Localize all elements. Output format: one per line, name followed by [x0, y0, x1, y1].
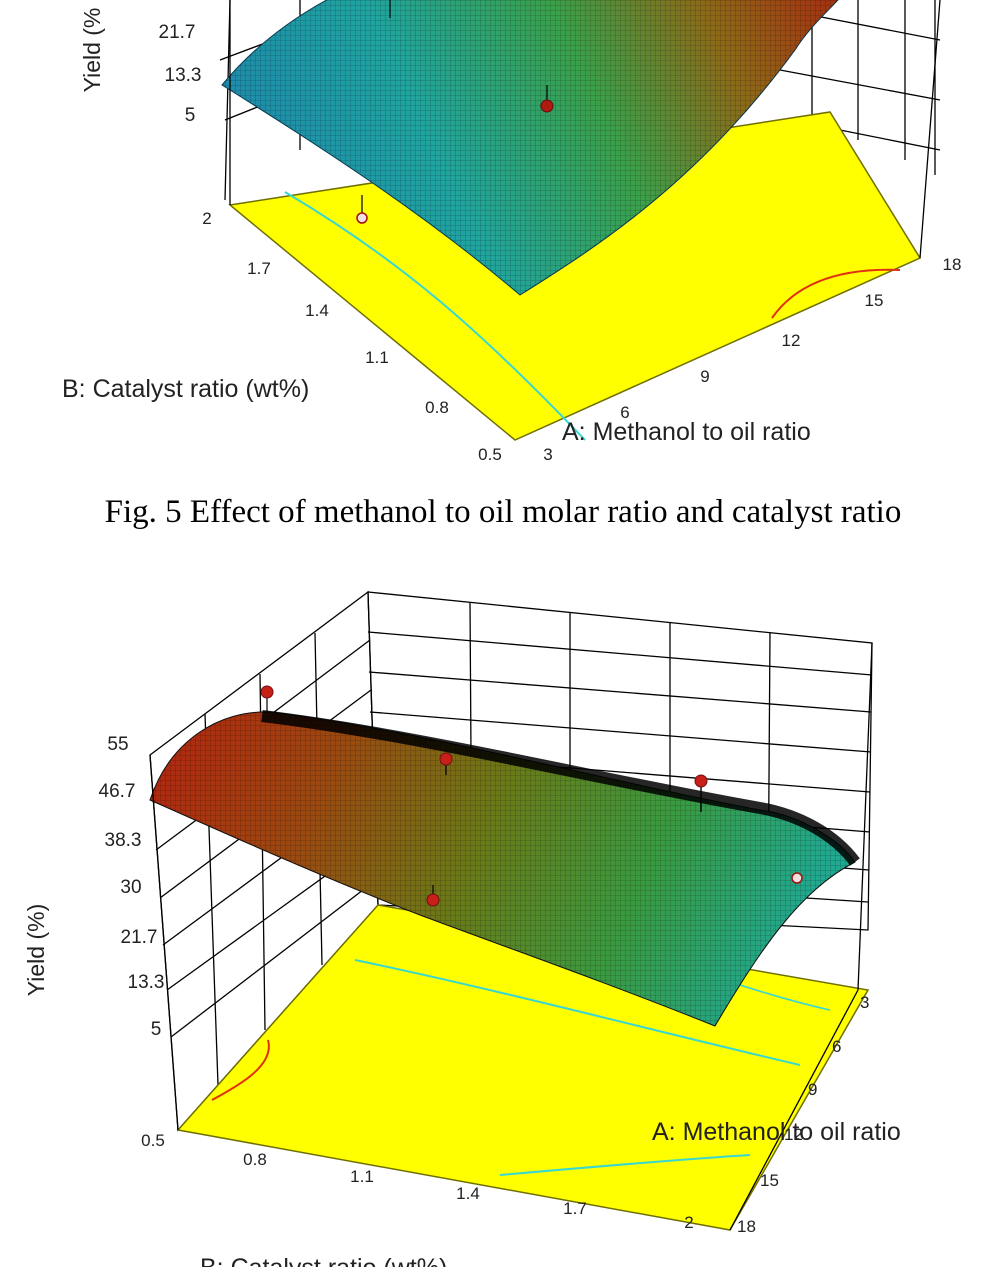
figure-caption: Fig. 5 Effect of methanol to oil molar r…	[104, 494, 902, 530]
fig6-z-tick: 13.3	[128, 972, 165, 993]
fig5-y-ticks: 0.5 0.8 1.1 1.4 1.7 2	[202, 209, 502, 464]
fig6-contour-red	[211, 1039, 270, 1101]
fig6-z-tick: 30	[120, 877, 141, 898]
fig6-contour-blue-1	[354, 959, 801, 1066]
fig6-x-axis-label: A: Methanol to oil ratio	[652, 1118, 901, 1146]
fig6-design-point	[791, 872, 803, 884]
fig6-z-tick: 38.3	[105, 830, 142, 851]
fig6-y-tick: 0.8	[243, 1150, 267, 1169]
fig6-y-tick: 1.7	[563, 1199, 587, 1218]
fig6-x-tick: 18	[737, 1217, 756, 1236]
fig6-contour-blue-2	[499, 1154, 751, 1176]
fig6-z-ticks: 5 13.3 21.7 30 38.3 46.7 55	[99, 734, 165, 1040]
fig5-x-tick: 18	[943, 255, 962, 274]
fig5-design-point	[356, 212, 368, 224]
fig5-contour-red	[771, 268, 901, 319]
fig6-y-axis-label: B: Catalyst ratio (wt%)	[200, 1254, 447, 1267]
fig6-y-tick: 1.4	[456, 1184, 480, 1203]
fig6-response-surface-mesh	[150, 711, 855, 1026]
fig5-y-tick: 1.1	[365, 348, 389, 367]
fig6-y-tick: 0.5	[141, 1131, 165, 1150]
chart-fig6: 5 13.3 21.7 30 38.3 46.7 55 Yield (%) 0.…	[23, 590, 901, 1272]
fig5-y-axis-label: B: Catalyst ratio (wt%)	[62, 375, 309, 403]
fig5-z-ticks: 5 13.3 21.7	[159, 22, 202, 126]
fig6-design-point	[426, 893, 440, 907]
fig6-x-tick: 15	[760, 1171, 779, 1190]
fig5-x-tick: 3	[543, 445, 552, 464]
fig5-response-surface-mesh	[222, 0, 839, 295]
fig6-x-tick: 12	[784, 1125, 803, 1144]
fig5-y-tick: 1.4	[305, 301, 329, 320]
fig5-z-tick: 21.7	[159, 22, 196, 43]
fig6-design-point	[260, 685, 274, 699]
fig5-x-tick: 9	[700, 367, 709, 386]
fig6-z-tick: 55	[107, 734, 128, 755]
fig6-y-tick: 1.1	[350, 1167, 374, 1186]
fig6-z-tick: 46.7	[99, 781, 136, 802]
fig5-x-tick: 15	[865, 291, 884, 310]
fig5-z-tick: 13.3	[165, 65, 202, 86]
fig6-design-points	[260, 685, 803, 907]
fig5-z-axis-label: Yield (%	[79, 8, 105, 93]
fig6-x-tick: 6	[832, 1037, 841, 1056]
fig5-x-ticks: 3 6 9 12 15 18	[543, 255, 961, 464]
fig6-surface-ridge	[261, 710, 860, 866]
fig6-z-tick: 21.7	[121, 927, 158, 948]
fig5-front-edges	[229, 0, 941, 259]
fig5-contour-blue-1	[284, 191, 586, 441]
fig5-design-point	[540, 99, 554, 113]
fig6-x-ticks: 3 6 9 12 15 18	[737, 993, 869, 1236]
fig5-y-tick: 1.7	[247, 259, 271, 278]
chart-fig5: 5 13.3 21.7 Yield (% 0.5 0.8 1.1 1.4 1.7…	[62, 0, 961, 464]
fig6-z-axis-label: Yield (%)	[23, 904, 49, 996]
fig5-y-tick: 2	[202, 209, 211, 228]
fig6-design-point	[694, 774, 708, 788]
fig6-x-tick: 9	[808, 1080, 817, 1099]
fig6-y-tick: 2	[684, 1213, 693, 1232]
fig6-x-tick: 3	[860, 993, 869, 1012]
fig6-front-edges	[149, 642, 873, 1231]
fig5-x-axis-label: A: Methanol to oil ratio	[562, 418, 811, 446]
fig6-z-tick: 5	[151, 1019, 162, 1040]
fig5-y-tick: 0.5	[478, 445, 502, 464]
fig5-x-tick: 12	[782, 331, 801, 350]
fig6-design-point	[439, 752, 453, 766]
fig5-z-tick: 5	[185, 105, 196, 126]
fig5-x-tick: 6	[620, 403, 629, 422]
fig5-y-tick: 0.8	[425, 398, 449, 417]
fig6-y-ticks: 0.5 0.8 1.1 1.4 1.7 2	[141, 1131, 694, 1232]
fig5-design-points	[356, 0, 554, 224]
